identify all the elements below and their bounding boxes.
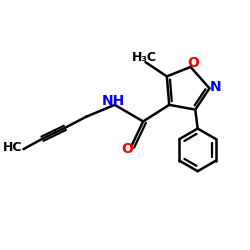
Text: O: O: [121, 142, 133, 156]
Text: HC: HC: [3, 142, 22, 154]
Text: NH: NH: [102, 94, 125, 108]
Text: N: N: [210, 80, 221, 94]
Text: O: O: [188, 56, 199, 70]
Text: H₃C: H₃C: [132, 52, 157, 64]
